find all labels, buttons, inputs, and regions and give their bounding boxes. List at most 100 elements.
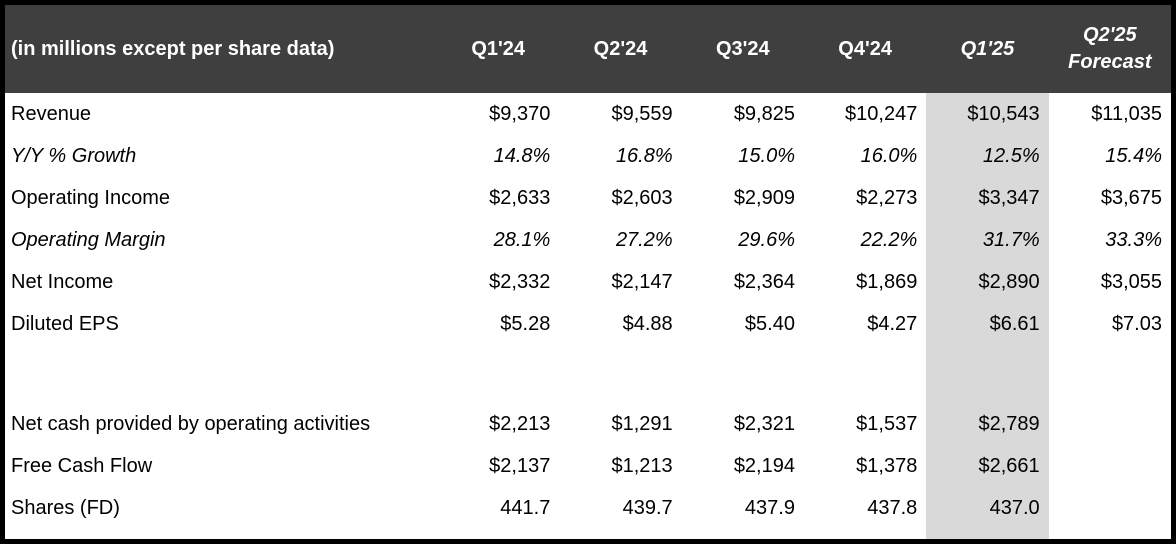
spacer-cell <box>437 529 559 539</box>
col-header-q4-24: Q4'24 <box>803 5 927 93</box>
value-cell: $2,909 <box>733 186 795 209</box>
value-cell: $1,537 <box>856 412 918 435</box>
value-cell: 14.8% <box>493 144 551 167</box>
value-cell: $2,332 <box>489 270 551 293</box>
row-label: Diluted EPS <box>11 312 119 335</box>
value-cell: $2,321 <box>733 412 795 435</box>
value-cell: $4.88 <box>622 312 673 335</box>
row-operating-margin: Operating Margin 28.1% 27.2% 29.6% 22.2%… <box>5 219 1171 261</box>
value-cell: 16.8% <box>615 144 673 167</box>
row-diluted-eps: Diluted EPS $5.28 $4.88 $5.40 $4.27 $6.6… <box>5 303 1171 345</box>
value-cell <box>1049 487 1171 529</box>
value-cell: $7.03 <box>1111 312 1162 335</box>
value-cell: $3,675 <box>1100 186 1162 209</box>
row-net-income: Net Income $2,332 $2,147 $2,364 $1,869 $… <box>5 261 1171 303</box>
value-cell-highlighted: $3,347 <box>926 177 1049 219</box>
row-label: Net cash provided by operating activitie… <box>11 412 371 435</box>
value-cell: $2,213 <box>489 412 551 435</box>
value-cell: 15.0% <box>738 144 795 167</box>
value-cell: 22.2% <box>860 228 918 251</box>
value-cell: $1,378 <box>856 454 918 477</box>
value-cell: $9,559 <box>611 102 673 125</box>
spacer-cell <box>682 529 804 539</box>
value-cell: 15.4% <box>1105 144 1162 167</box>
spacer-cell <box>5 529 437 539</box>
row-operating-income: Operating Income $2,633 $2,603 $2,909 $2… <box>5 177 1171 219</box>
value-cell: $2,364 <box>733 270 795 293</box>
value-cell: 437.8 <box>867 496 918 519</box>
value-cell <box>1049 445 1171 487</box>
value-cell: $1,869 <box>856 270 918 293</box>
value-cell: $1,213 <box>611 454 673 477</box>
value-cell-highlighted <box>926 345 1049 403</box>
value-cell: $4.27 <box>867 312 918 335</box>
value-cell <box>1049 403 1171 445</box>
value-cell <box>559 345 681 403</box>
value-cell <box>682 345 804 403</box>
col-header-q3-24: Q3'24 <box>681 5 804 93</box>
row-revenue: Revenue $9,370 $9,559 $9,825 $10,247 $10… <box>5 93 1171 135</box>
value-cell <box>437 345 559 403</box>
row-label: Free Cash Flow <box>11 454 153 477</box>
spacer-cell <box>804 529 926 539</box>
row-label <box>5 345 437 403</box>
value-cell: 27.2% <box>615 228 673 251</box>
value-cell: $2,137 <box>489 454 551 477</box>
value-cell: $5.28 <box>500 312 551 335</box>
row-shares-fd: Shares (FD) 441.7 439.7 437.9 437.8 437.… <box>5 487 1171 529</box>
row-spacer <box>5 529 1171 539</box>
row-label: Y/Y % Growth <box>11 144 137 167</box>
value-cell: 437.9 <box>744 496 795 519</box>
row-label: Net Income <box>11 270 114 293</box>
col-header-q2-25-line2: Forecast <box>1068 51 1152 73</box>
spacer-cell-highlighted <box>926 529 1049 539</box>
value-cell: $11,035 <box>1091 102 1162 125</box>
col-header-q2-25-forecast: Q2'25 Forecast <box>1048 5 1171 93</box>
value-cell: $3,055 <box>1100 270 1162 293</box>
value-cell-highlighted: 437.0 <box>926 487 1049 529</box>
value-cell: $9,370 <box>489 102 551 125</box>
value-cell <box>1049 345 1171 403</box>
value-cell: 33.3% <box>1105 228 1162 251</box>
row-label: Revenue <box>11 102 92 125</box>
row-label: Operating Margin <box>11 228 166 251</box>
row-label: Shares (FD) <box>11 496 120 519</box>
col-header-q2-24: Q2'24 <box>559 5 682 93</box>
value-cell-highlighted: 31.7% <box>926 219 1049 261</box>
value-cell: $2,147 <box>611 270 673 293</box>
value-cell: $2,273 <box>856 186 918 209</box>
header-row: (in millions except per share data) Q1'2… <box>5 5 1171 93</box>
col-header-q1-24: Q1'24 <box>437 5 560 93</box>
col-header-q2-25-line1: Q2'25 <box>1082 24 1137 46</box>
value-cell-highlighted: $6.61 <box>926 303 1049 345</box>
value-cell-highlighted: $2,789 <box>926 403 1049 445</box>
value-cell: $2,194 <box>733 454 795 477</box>
spacer-cell <box>559 529 681 539</box>
value-cell: 16.0% <box>860 144 918 167</box>
row-label: Operating Income <box>11 186 170 209</box>
row-net-cash-operating: Net cash provided by operating activitie… <box>5 403 1171 445</box>
value-cell: 29.6% <box>738 228 795 251</box>
spacer-cell <box>1049 529 1171 539</box>
row-yy-growth: Y/Y % Growth 14.8% 16.8% 15.0% 16.0% 12.… <box>5 135 1171 177</box>
value-cell: $10,247 <box>845 102 918 125</box>
value-cell-highlighted: $10,543 <box>926 93 1049 135</box>
value-cell: 28.1% <box>493 228 551 251</box>
quarterly-financials-table: (in millions except per share data) Q1'2… <box>5 5 1171 539</box>
value-cell <box>804 345 926 403</box>
value-cell-highlighted: 12.5% <box>926 135 1049 177</box>
table-corner-header: (in millions except per share data) <box>5 5 437 93</box>
value-cell: $2,603 <box>611 186 673 209</box>
value-cell: $9,825 <box>733 102 795 125</box>
col-header-q1-25: Q1'25 <box>926 5 1049 93</box>
value-cell-highlighted: $2,890 <box>926 261 1049 303</box>
row-free-cash-flow: Free Cash Flow $2,137 $1,213 $2,194 $1,3… <box>5 445 1171 487</box>
value-cell: 439.7 <box>622 496 673 519</box>
row-blank <box>5 345 1171 403</box>
value-cell: $1,291 <box>611 412 673 435</box>
value-cell: $5.40 <box>744 312 795 335</box>
value-cell-highlighted: $2,661 <box>926 445 1049 487</box>
value-cell: $2,633 <box>489 186 551 209</box>
value-cell: 441.7 <box>500 496 551 519</box>
